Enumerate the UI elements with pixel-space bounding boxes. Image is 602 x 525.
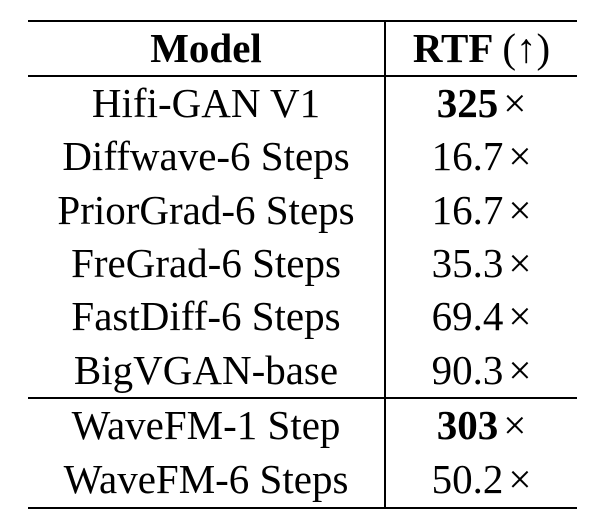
table-row: BigVGAN-base 90.3 × [28, 343, 577, 397]
model-name: Diffwave-6 Steps [62, 133, 350, 180]
table-header-row: Model RTF (↑) [28, 22, 577, 77]
rtf-value: 303 [436, 402, 499, 449]
header-model-cell: Model [28, 22, 386, 75]
model-cell: Hifi-GAN V1 [28, 77, 386, 131]
table-row: Hifi-GAN V1 325 × [28, 77, 577, 131]
rtf-value: 50.2 [431, 456, 504, 503]
rtf-results-table: Model RTF (↑) Hifi-GAN V1 325 × Diffwave… [28, 20, 577, 509]
model-name: BigVGAN-base [73, 346, 339, 393]
model-cell: FastDiff-6 Steps [28, 290, 386, 344]
model-cell: FreGrad-6 Steps [28, 236, 386, 291]
model-name: WaveFM-1 Step [71, 402, 341, 449]
times-sign: × [503, 80, 527, 127]
rtf-cell: 16.7 × [386, 184, 577, 237]
rtf-value: 35.3 [431, 240, 504, 287]
model-cell: WaveFM-6 Steps [28, 452, 386, 507]
times-sign: × [508, 456, 532, 503]
model-cell: WaveFM-1 Step [28, 398, 386, 453]
rtf-value: 16.7 [431, 186, 504, 233]
table-row: WaveFM-6 Steps 50.2 × [28, 452, 577, 507]
header-rtf-label: RTF [412, 25, 494, 71]
table-row: FreGrad-6 Steps 35.3 × [28, 236, 577, 291]
table-row: Diffwave-6 Steps 16.7 × [28, 130, 577, 184]
model-cell: PriorGrad-6 Steps [28, 183, 386, 237]
table-row: WaveFM-1 Step 303 × [28, 398, 577, 453]
times-sign: × [508, 346, 532, 393]
model-cell: BigVGAN-base [28, 343, 386, 397]
model-name: PriorGrad-6 Steps [57, 186, 355, 233]
rtf-value: 69.4 [431, 293, 504, 340]
baseline-models-group: Hifi-GAN V1 325 × Diffwave-6 Steps 16.7 … [28, 77, 577, 397]
times-sign: × [508, 240, 532, 287]
rtf-value: 90.3 [431, 346, 504, 393]
rtf-cell: 303 × [386, 399, 577, 453]
model-cell: Diffwave-6 Steps [28, 130, 386, 184]
header-model-label: Model [150, 25, 262, 71]
rtf-cell: 16.7 × [386, 130, 577, 183]
rtf-cell: 35.3 × [386, 237, 577, 290]
times-sign: × [508, 186, 532, 233]
times-sign: × [508, 293, 532, 340]
rtf-value: 16.7 [431, 133, 504, 180]
rtf-cell: 90.3 × [386, 343, 577, 396]
rtf-cell: 50.2 × [386, 453, 577, 507]
times-sign: × [508, 133, 532, 180]
times-sign: × [503, 402, 527, 449]
model-name: FreGrad-6 Steps [71, 240, 341, 287]
wavefm-models-group: WaveFM-1 Step 303 × WaveFM-6 Steps 50.2 … [28, 396, 577, 507]
model-name: WaveFM-6 Steps [63, 456, 349, 503]
rtf-cell: 69.4 × [386, 290, 577, 343]
header-rtf-cell: RTF (↑) [386, 22, 577, 75]
rtf-cell: 325 × [386, 77, 577, 130]
model-name: FastDiff-6 Steps [71, 293, 341, 340]
up-arrow-note: (↑) [502, 25, 551, 71]
rtf-value: 325 [436, 80, 499, 127]
table-row: PriorGrad-6 Steps 16.7 × [28, 183, 577, 237]
model-name: Hifi-GAN V1 [91, 80, 321, 127]
table-row: FastDiff-6 Steps 69.4 × [28, 290, 577, 344]
